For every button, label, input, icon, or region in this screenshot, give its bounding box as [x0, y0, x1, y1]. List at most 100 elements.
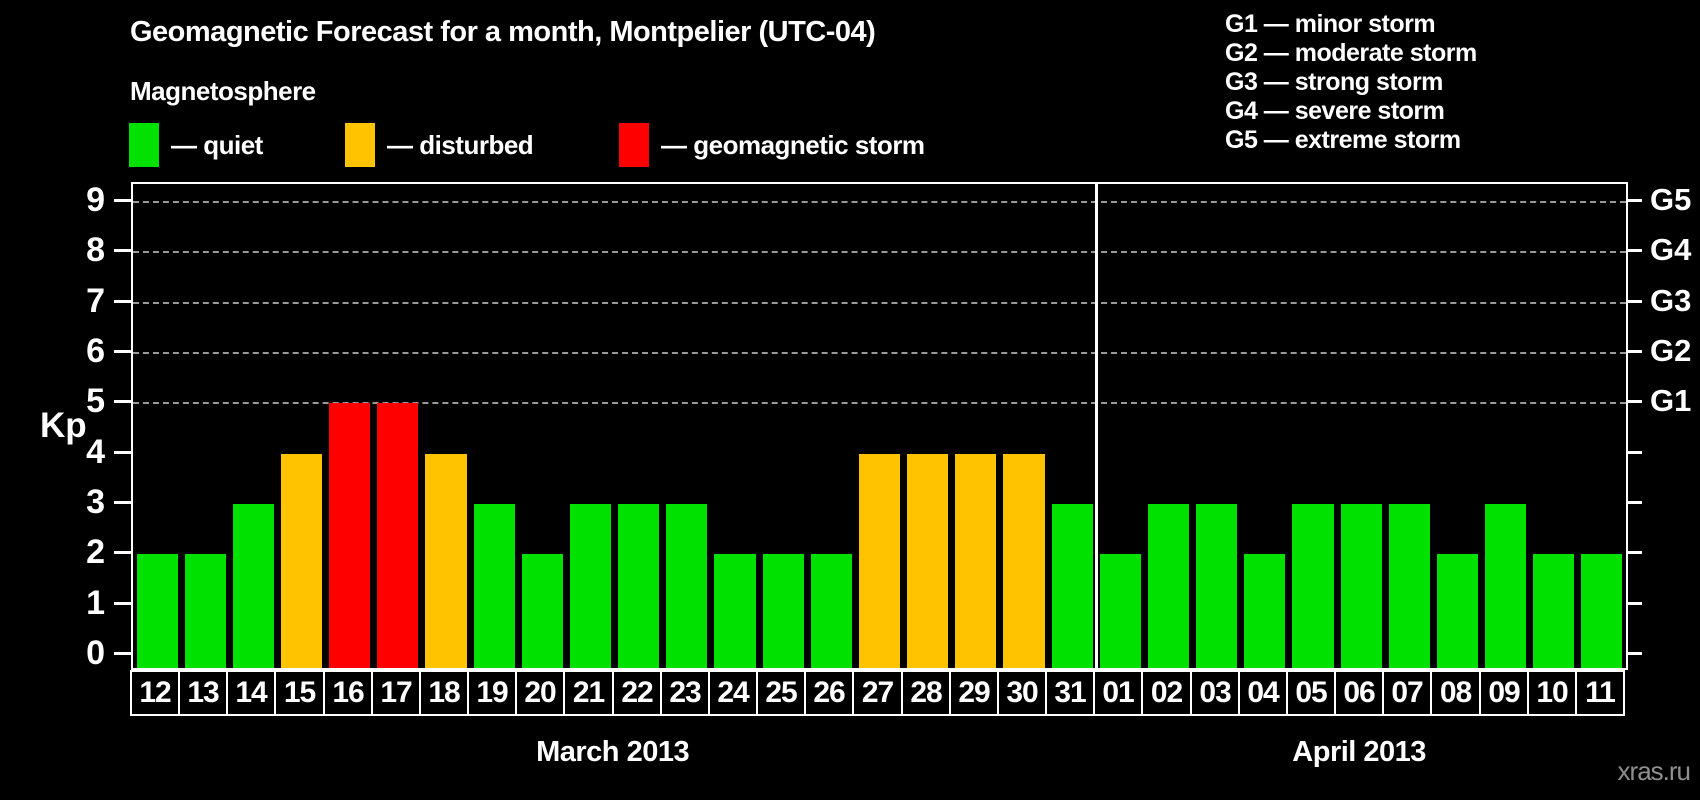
watermark: xras.ru: [1617, 756, 1691, 786]
kp-bar-day-13: [184, 554, 226, 668]
quiet-swatch: [129, 123, 159, 167]
day-cell-25: 25: [756, 670, 806, 716]
right-tick-kp-3: [1626, 501, 1642, 504]
kp-bar-day-20: [521, 554, 563, 668]
day-cell-27: 27: [852, 670, 903, 716]
day-cell-09: 09: [1479, 670, 1529, 716]
g-legend-line-3: G3 — strong storm: [1225, 68, 1443, 96]
day-cell-06: 06: [1334, 670, 1384, 716]
month-caption-1: March 2013: [536, 736, 690, 768]
kp-bar-day-27: [858, 453, 901, 668]
right-axis-label-g3: G3: [1650, 282, 1692, 318]
right-axis-label-g2: G2: [1650, 333, 1692, 369]
month-divider-line: [1094, 184, 1098, 668]
kp-bar-day-24: [714, 554, 756, 668]
day-cell-12: 12: [130, 670, 180, 716]
day-cell-03: 03: [1190, 670, 1240, 716]
left-tick-kp-7: [114, 299, 131, 303]
legend-item-disturbed: — disturbed: [345, 121, 534, 169]
gridline-kp-7: [133, 301, 1626, 304]
right-tick-kp-2: [1626, 551, 1642, 555]
day-cell-30: 30: [997, 670, 1047, 716]
day-cell-17: 17: [371, 670, 421, 716]
day-cell-01: 01: [1093, 670, 1143, 716]
day-cell-16: 16: [323, 670, 373, 716]
y-tick-label-2: 2: [86, 533, 105, 572]
day-cell-15: 15: [274, 670, 325, 716]
day-cell-23: 23: [660, 670, 710, 716]
day-cell-05: 05: [1286, 670, 1336, 716]
page-title: Geomagnetic Forecast for a month, Montpe…: [130, 16, 876, 48]
g-legend-line-1: G1 — minor storm: [1225, 10, 1436, 38]
day-cell-04: 04: [1238, 670, 1288, 716]
y-tick-label-4: 4: [86, 432, 105, 471]
legend-label-storm: — geomagnetic storm: [661, 129, 925, 160]
kp-bar-day-07: [1388, 504, 1430, 668]
kp-bar-day-17: [377, 403, 419, 668]
day-cell-29: 29: [949, 670, 999, 716]
chart-plot-area: [131, 182, 1628, 670]
kp-bar-day-22: [618, 504, 660, 668]
kp-bar-day-21: [569, 504, 612, 668]
kp-bar-day-14: [232, 504, 274, 668]
g-legend-line-4: G4 — severe storm: [1225, 97, 1445, 125]
y-tick-label-5: 5: [86, 382, 105, 421]
day-cell-02: 02: [1141, 670, 1192, 716]
day-cell-18: 18: [419, 670, 469, 716]
g-legend-line-5: G5 — extreme storm: [1225, 126, 1461, 154]
day-cell-26: 26: [804, 670, 854, 716]
day-cell-19: 19: [467, 670, 517, 716]
left-tick-kp-8: [114, 249, 131, 253]
kp-bar-day-23: [666, 504, 708, 668]
kp-bar-day-12: [136, 554, 178, 668]
right-tick-kp-5: [1626, 400, 1642, 404]
kp-bar-day-02: [1147, 504, 1190, 668]
gridline-kp-5: [133, 402, 1626, 405]
left-tick-kp-5: [114, 400, 131, 404]
legend-label-disturbed: — disturbed: [387, 129, 534, 160]
kp-bar-day-28: [907, 453, 949, 668]
left-tick-kp-3: [114, 501, 131, 504]
legend-item-quiet: — quiet: [129, 121, 263, 169]
kp-bar-day-19: [473, 504, 515, 668]
kp-bar-day-16: [329, 403, 371, 668]
kp-bar-day-06: [1340, 504, 1382, 668]
storm-swatch: [619, 123, 649, 167]
right-axis-label-g5: G5: [1650, 182, 1692, 218]
gridline-kp-8: [133, 251, 1626, 254]
kp-bar-day-04: [1244, 554, 1286, 668]
day-cell-13: 13: [178, 670, 228, 716]
kp-bar-day-26: [810, 554, 852, 668]
right-tick-kp-6: [1626, 350, 1642, 354]
right-tick-kp-1: [1626, 601, 1642, 605]
left-tick-kp-0: [114, 652, 131, 655]
kp-bar-day-11: [1581, 554, 1623, 668]
gridline-kp-6: [133, 352, 1626, 355]
y-tick-label-1: 1: [86, 583, 105, 622]
g-scale-legend: G1 — minor storm G2 — moderate storm G3 — …: [1225, 10, 1477, 155]
day-cell-20: 20: [515, 670, 565, 716]
kp-bar-day-08: [1436, 554, 1478, 668]
day-cell-31: 31: [1045, 670, 1095, 716]
kp-bar-day-25: [762, 554, 804, 668]
left-tick-kp-4: [114, 450, 131, 454]
kp-bar-day-10: [1533, 554, 1575, 668]
day-cell-28: 28: [901, 670, 951, 716]
y-tick-label-9: 9: [86, 181, 105, 220]
right-axis-label-g4: G4: [1650, 232, 1692, 268]
left-tick-kp-1: [114, 601, 131, 605]
kp-bar-day-05: [1292, 504, 1334, 668]
right-axis-label-g1: G1: [1650, 383, 1692, 419]
y-tick-label-7: 7: [86, 281, 105, 320]
kp-bar-day-18: [425, 453, 467, 668]
month-caption-2: April 2013: [1292, 736, 1426, 768]
magnetosphere-legend-title: Magnetosphere: [130, 76, 316, 106]
kp-bar-day-03: [1196, 504, 1238, 668]
legend-item-storm: — geomagnetic storm: [619, 121, 925, 169]
left-tick-kp-2: [114, 551, 131, 555]
kp-bar-day-01: [1099, 554, 1141, 668]
left-tick-kp-9: [114, 199, 131, 203]
day-cell-10: 10: [1527, 670, 1577, 716]
y-tick-label-6: 6: [86, 332, 105, 371]
